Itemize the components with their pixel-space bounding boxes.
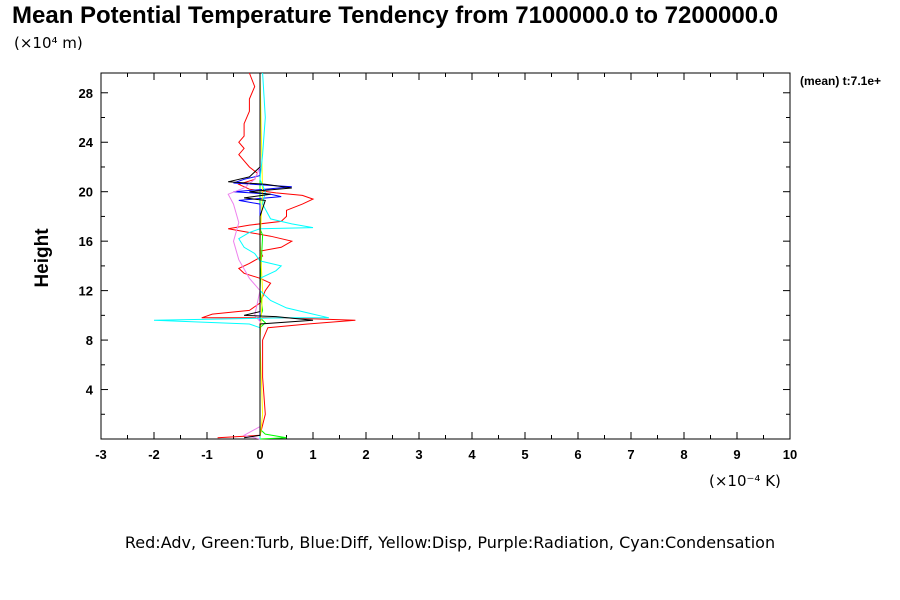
series-line-condensation <box>153 72 330 439</box>
y-tick-label: 16 <box>79 234 93 249</box>
x-tick-label: 9 <box>733 447 740 462</box>
plot-frame <box>100 72 791 440</box>
x-tick-label: -3 <box>95 447 107 462</box>
y-tick-label: 12 <box>79 284 93 299</box>
series-line-turb <box>259 73 287 440</box>
chart-title: Mean Potential Temperature Tendency from… <box>12 2 779 29</box>
series-lines <box>153 72 356 440</box>
legend-text: Red:Adv, Green:Turb, Blue:Diff, Yellow:D… <box>124 533 776 552</box>
y-tick-label: 8 <box>86 333 93 348</box>
y-tick-label: 4 <box>86 383 94 398</box>
x-tick-label: -2 <box>148 447 160 462</box>
series-line-disp <box>259 72 264 440</box>
y-tick-label: 20 <box>79 185 93 200</box>
x-tick-label: 10 <box>783 447 797 462</box>
x-tick-label: -1 <box>201 447 213 462</box>
y-tick-label: 28 <box>79 86 93 101</box>
x-tick-label: 5 <box>521 447 528 462</box>
side-annotation: (mean) t:7.1e+ <box>800 74 882 88</box>
x-tick-label: 4 <box>468 447 476 462</box>
y-tick-label: 24 <box>79 135 94 150</box>
x-tick-label: 8 <box>680 447 687 462</box>
x-axis-unit: (×10⁻⁴ K) <box>709 472 781 490</box>
axis-ticks <box>100 73 791 439</box>
series-line-total <box>228 73 314 439</box>
x-tick-label: 1 <box>309 447 316 462</box>
x-tick-label: 3 <box>415 447 422 462</box>
x-tick-label: 7 <box>627 447 634 462</box>
x-tick-label: 0 <box>256 447 263 462</box>
y-axis-unit: (×10⁴ m) <box>14 34 83 52</box>
series-line-adv <box>201 72 356 439</box>
x-tick-label: 2 <box>362 447 369 462</box>
x-tick-label: 6 <box>574 447 581 462</box>
